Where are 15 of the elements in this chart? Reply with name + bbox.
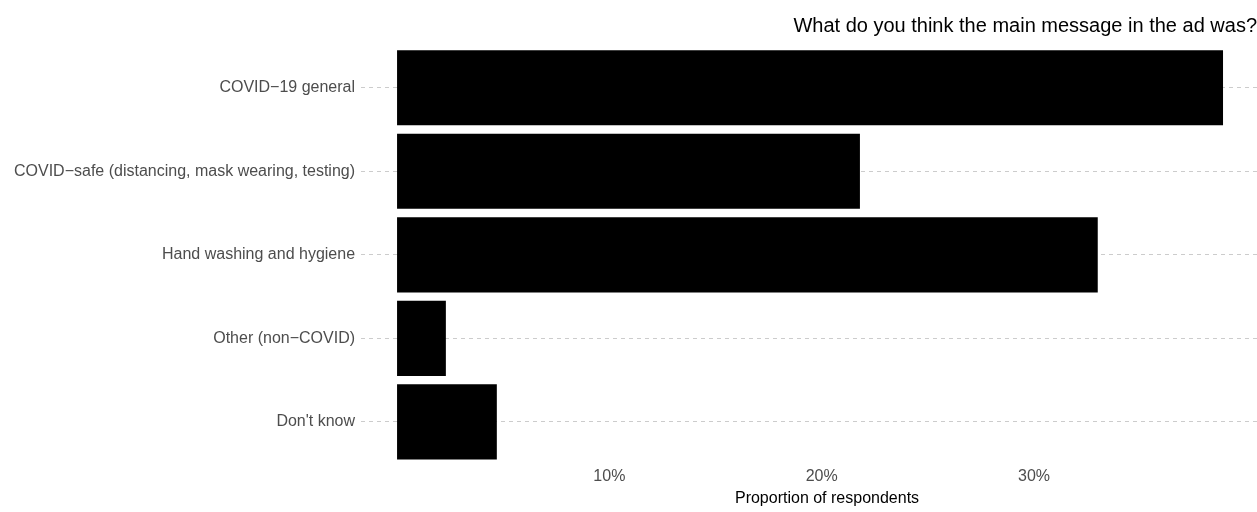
x-tick-label: 20% [805,466,838,484]
y-tick-label: Other (non−COVID) [213,328,356,346]
x-tick-label: 10% [593,466,626,484]
y-tick-label: Hand washing and hygiene [162,245,356,263]
bar [397,384,497,460]
bar [397,50,1224,126]
bar [397,217,1098,293]
y-tick-label: COVID−safe (distancing, mask wearing, testing) [14,161,356,179]
y-tick-label: COVID−19 general [219,78,356,96]
chart-title: What do you think the main message in the ad was? [793,13,1257,36]
x-axis-title: Proportion of respondents [734,488,920,506]
x-tick-label: 30% [1018,466,1051,484]
y-tick-label: Don't know [276,412,356,430]
bar [397,133,860,209]
bar [397,300,446,376]
